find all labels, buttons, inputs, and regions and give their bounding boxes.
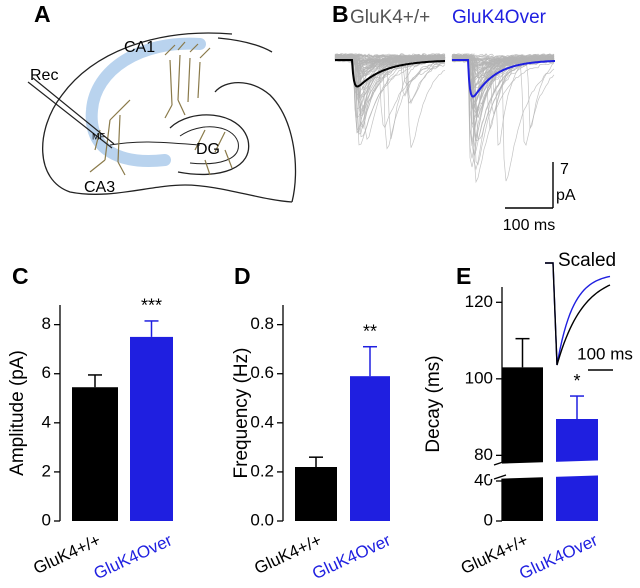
panel-label: D <box>234 263 251 289</box>
trace <box>334 57 446 139</box>
region-label: CA3 <box>84 179 115 196</box>
y-tick-label: 0.6 <box>250 363 274 382</box>
bar <box>502 367 543 521</box>
trace <box>334 55 446 146</box>
trace <box>334 57 446 65</box>
trace <box>334 58 446 80</box>
scale-bar <box>505 162 554 209</box>
significance: * <box>573 371 580 391</box>
inset-trace <box>545 262 611 366</box>
electrode-label: Rec <box>30 67 58 84</box>
panel-label: C <box>12 263 29 289</box>
trace <box>334 58 446 129</box>
y-tick-label: 0.2 <box>250 461 274 480</box>
neurons <box>89 41 233 176</box>
y-tick-label: 0 <box>484 510 493 529</box>
hippocampus-diagram <box>27 32 297 203</box>
y-tick-label: 80 <box>474 445 493 464</box>
scale-label: pA <box>556 187 576 204</box>
panel-label: A <box>34 1 51 27</box>
y-tick-label: 4 <box>42 412 51 431</box>
y-tick-label: 120 <box>465 292 493 311</box>
trace <box>451 54 555 62</box>
group-title: GluK4+/+ <box>350 7 430 28</box>
inset-trace <box>545 262 611 366</box>
bar <box>350 376 390 521</box>
trace <box>452 55 555 71</box>
traces <box>334 52 555 184</box>
y-axis-label: Decay (ms) <box>423 355 444 452</box>
y-tick-label: 8 <box>42 314 51 333</box>
bar <box>130 336 173 521</box>
trace <box>451 56 555 66</box>
y-tick-label: 100 <box>465 368 493 387</box>
significance: *** <box>141 296 162 316</box>
trace <box>451 53 555 146</box>
scale-label: 100 ms <box>503 217 555 234</box>
region-label: DG <box>196 141 220 158</box>
x-tick-label: GluK4Over <box>91 530 176 583</box>
y-tick-label: 40 <box>474 470 493 489</box>
trace <box>451 56 555 182</box>
y-tick-label: 2 <box>42 461 51 480</box>
region-label: CA1 <box>124 39 155 56</box>
y-axis-label: Amplitude (pA) <box>7 350 28 476</box>
bar <box>72 387 118 521</box>
outline-right <box>214 82 297 203</box>
dentate-gyrus <box>169 114 250 176</box>
outline-top <box>217 37 273 53</box>
x-tick-label: GluK4Over <box>516 530 601 583</box>
panel-label: B <box>332 1 349 27</box>
break-mark <box>493 474 507 480</box>
blue-band <box>85 37 206 167</box>
significance: ** <box>363 321 377 341</box>
region-label: MF <box>92 131 105 141</box>
y-tick-label: 0.8 <box>250 314 274 333</box>
mean-trace <box>335 59 445 88</box>
mean-trace <box>452 59 555 98</box>
trace <box>334 54 446 70</box>
y-tick-label: 0.4 <box>250 412 274 431</box>
group-title: GluK4Over <box>452 7 547 28</box>
x-tick-label: GluK4Over <box>309 530 394 583</box>
electrode <box>27 77 115 149</box>
bar <box>295 467 337 521</box>
dentate-inner <box>179 126 239 165</box>
y-tick-label: 0.0 <box>250 510 274 529</box>
y-tick-label: 6 <box>42 363 51 382</box>
panel-label: E <box>456 263 471 289</box>
outline <box>42 32 293 203</box>
mossy-fibers <box>109 141 201 146</box>
inset-scale-label: 100 ms <box>577 344 633 363</box>
scale-label: 7 <box>560 161 569 178</box>
break-mark <box>493 460 507 466</box>
axis-break <box>490 460 612 479</box>
inset-title: Scaled <box>558 250 616 271</box>
y-tick-label: 0 <box>42 510 51 529</box>
y-axis-label: Frequency (Hz) <box>231 348 252 479</box>
